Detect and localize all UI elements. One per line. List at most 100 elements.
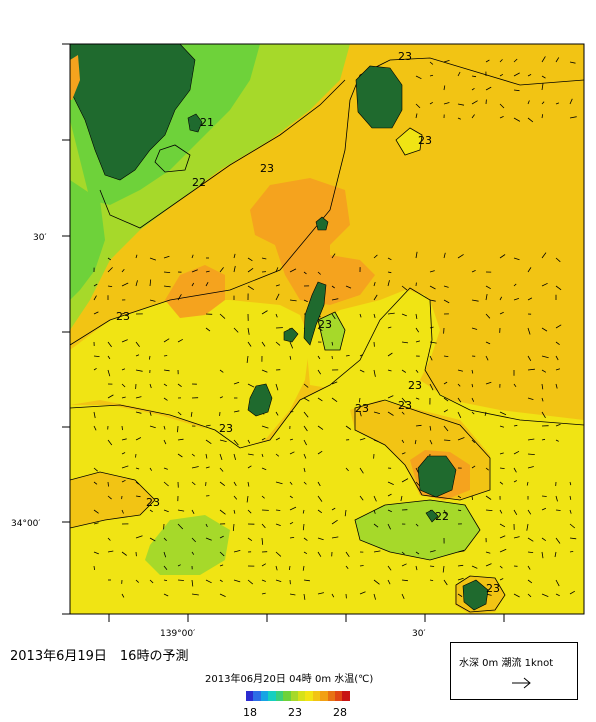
current-arrow [471, 87, 475, 91]
shikinejima-island [283, 327, 299, 343]
current-arrow [415, 251, 418, 259]
current-arrow [457, 509, 462, 512]
izu-peninsula [70, 44, 196, 181]
current-arrow [415, 424, 422, 427]
current-arrow [401, 563, 407, 567]
current-arrow [513, 58, 518, 63]
current-arrow [275, 565, 278, 571]
current-arrow [555, 102, 560, 105]
current-arrow [457, 103, 465, 106]
current-arrow [471, 465, 476, 469]
current-arrow [457, 369, 464, 372]
current-arrow [177, 509, 185, 512]
current-arrow [302, 509, 305, 514]
current-arrow [429, 61, 434, 65]
current-arrow [555, 439, 559, 442]
colorbar-swatch [297, 691, 306, 701]
current-arrow [121, 312, 126, 315]
current-arrow [93, 283, 98, 287]
current-arrow [387, 312, 395, 315]
current-arrow [429, 439, 433, 445]
current-arrow [358, 397, 361, 403]
current-arrow [527, 466, 534, 469]
zone-green-west [70, 180, 105, 300]
current-arrow [527, 579, 533, 584]
hachijojima-island [462, 579, 489, 611]
current-arrow [499, 296, 503, 301]
current-arrow [429, 355, 433, 361]
current-arrow [121, 282, 129, 287]
current-arrow [373, 369, 376, 377]
current-arrow [163, 338, 170, 343]
current-arrow [555, 57, 560, 63]
temperature-field [70, 44, 584, 614]
current-arrow [443, 102, 450, 105]
current-arrow [471, 75, 477, 78]
current-arrow [471, 369, 474, 374]
contour-label: 23 [318, 318, 332, 331]
current-arrow [261, 257, 267, 260]
current-arrow [233, 439, 239, 446]
current-arrow [541, 282, 548, 287]
current-arrow [191, 537, 196, 543]
current-arrow [569, 537, 577, 540]
current-arrow [527, 551, 534, 553]
current-arrow [513, 467, 517, 473]
current-arrow [443, 425, 449, 432]
current-arrow [331, 381, 338, 385]
contour-label: 22 [192, 176, 206, 189]
current-arrow [205, 424, 211, 427]
contour-label: 23 [116, 310, 130, 323]
kozushima-island [247, 383, 273, 417]
current-arrow [457, 254, 464, 259]
current-arrow [513, 509, 518, 516]
current-arrow [163, 397, 168, 401]
current-arrow [232, 523, 235, 531]
current-arrow [541, 383, 544, 390]
current-arrow [457, 397, 462, 403]
current-arrow [246, 355, 249, 363]
current-arrow [233, 381, 240, 385]
current-arrow [499, 311, 504, 315]
current-arrow [387, 326, 392, 329]
izu-east-islet [187, 113, 203, 133]
contour-lines [70, 57, 584, 613]
current-arrow [401, 551, 405, 555]
current-arrow [331, 397, 338, 403]
current-arrow [541, 593, 549, 597]
current-arrow [429, 383, 434, 391]
current-arrow [527, 74, 532, 77]
current-arrow [429, 565, 435, 567]
current-arrow [107, 495, 112, 500]
current-arrow [569, 551, 574, 553]
current-arrow [527, 355, 532, 362]
current-arrow [499, 523, 506, 528]
current-arrow [205, 439, 212, 445]
current-arrow [527, 327, 531, 335]
current-arrow [471, 100, 478, 105]
current-arrow [289, 451, 295, 455]
current-arrow [205, 579, 212, 584]
zone-orange-west [165, 265, 225, 318]
current-arrow [541, 369, 547, 373]
current-arrow [247, 341, 252, 347]
current-arrow [261, 425, 269, 429]
current-arrow [149, 279, 152, 287]
current-arrow [457, 593, 463, 597]
current-arrow [499, 535, 506, 539]
current-arrow [93, 311, 99, 315]
current-arrow [303, 579, 310, 582]
current-arrow [177, 564, 181, 567]
current-arrow [359, 591, 366, 595]
current-arrow [191, 269, 198, 273]
current-arrow [302, 565, 305, 571]
lon-label-139: 139°00′ [160, 629, 195, 639]
colorbar-swatch [246, 691, 254, 701]
current-arrow [569, 98, 573, 105]
current-arrow [527, 593, 532, 598]
current-arrow [149, 425, 156, 429]
current-arrow [317, 425, 324, 430]
current-arrow [261, 453, 264, 458]
current-arrow [527, 438, 535, 441]
